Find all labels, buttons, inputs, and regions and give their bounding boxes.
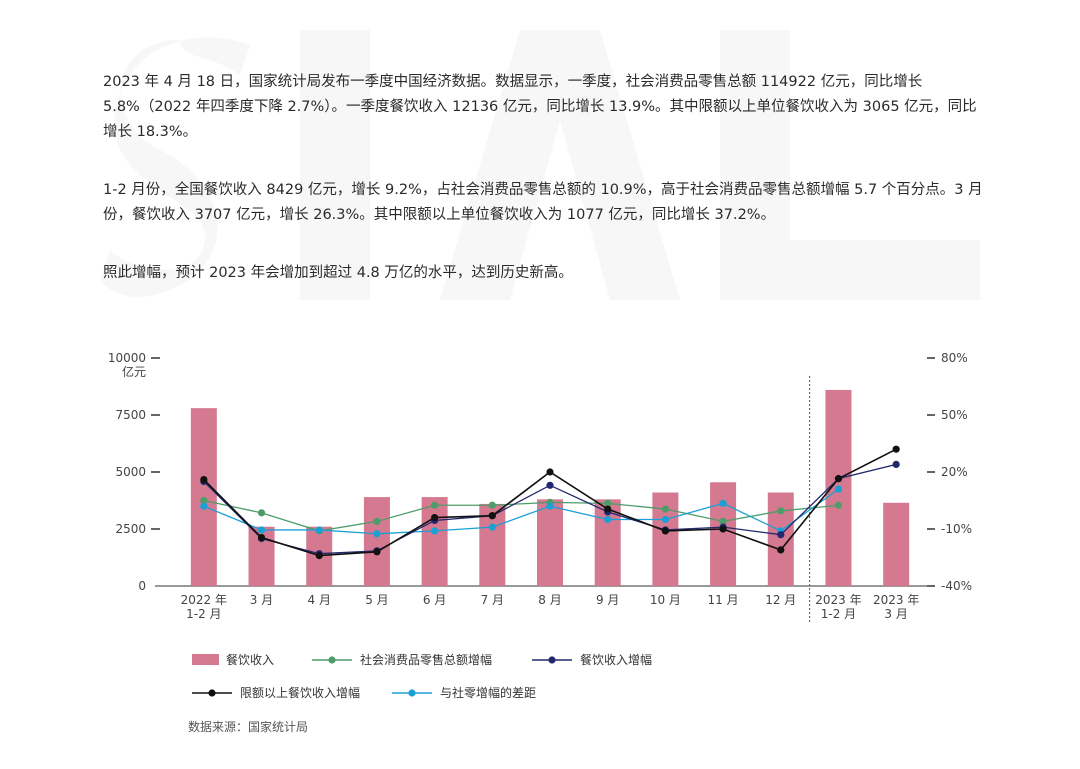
legend-marker-diff <box>408 689 416 697</box>
legend-label-bars: 餐饮收入 <box>226 652 274 667</box>
point-diff <box>488 523 496 531</box>
x-tick-label: 11 月 <box>708 593 739 607</box>
x-tick-label: 2022 年 <box>181 593 227 607</box>
paragraph-q1-summary: 2023 年 4 月 18 日，国家统计局发布一季度中国经济数据。数据显示，一季… <box>103 74 977 140</box>
point-catering-growth <box>892 460 900 468</box>
left-tick-label: 10000 <box>108 351 146 365</box>
bar-catering-revenue <box>537 499 563 586</box>
point-catering-growth <box>777 531 785 539</box>
bar-catering-revenue <box>710 482 737 586</box>
x-tick-label: 3 月 <box>250 593 273 607</box>
legend-marker-above-limit <box>208 689 216 697</box>
bar-catering-revenue <box>883 502 910 586</box>
point-above-limit <box>661 527 669 535</box>
point-above-limit <box>834 475 843 483</box>
point-retail <box>431 501 439 509</box>
point-above-limit <box>257 533 266 542</box>
point-above-limit <box>315 552 323 560</box>
x-tick-label: 3 月 <box>884 607 907 621</box>
x-tick-label: 2023 年 <box>873 593 919 607</box>
x-tick-label: 10 月 <box>650 593 681 607</box>
bar-catering-revenue <box>363 497 390 586</box>
point-above-limit <box>431 514 439 522</box>
legend-label-above-limit: 限额以上餐饮收入增幅 <box>240 685 360 700</box>
point-above-limit <box>892 445 900 453</box>
x-tick-label: 2023 年 <box>815 593 861 607</box>
point-above-limit <box>200 476 208 484</box>
point-above-limit <box>604 505 612 513</box>
point-retail <box>604 499 612 507</box>
left-tick-label: 0 <box>138 579 146 593</box>
x-tick-label: 5 月 <box>365 593 388 607</box>
x-tick-label: 7 月 <box>481 593 504 607</box>
point-retail <box>777 507 785 515</box>
point-above-limit <box>488 512 496 520</box>
point-above-limit <box>546 468 554 476</box>
left-tick-label: 2500 <box>115 522 146 536</box>
paragraph-monthly-detail: 1-2 月份，全国餐饮收入 8429 亿元，增长 9.2%，占社会消费品零售总额… <box>103 182 983 223</box>
right-tick-label: -10% <box>941 522 972 536</box>
legend-marker-catering-growth <box>548 656 556 664</box>
left-axis-unit: 亿元 <box>122 364 146 379</box>
x-tick-label: 8 月 <box>538 593 561 607</box>
point-above-limit <box>777 546 785 554</box>
chart-bars <box>190 389 910 586</box>
data-source-note: 数据来源：国家统计局 <box>188 720 309 734</box>
point-diff <box>200 502 208 510</box>
point-above-limit <box>719 525 727 533</box>
legend-label-catering-growth: 餐饮收入增幅 <box>580 652 652 667</box>
line-retail <box>203 499 839 532</box>
right-tick-label: 80% <box>941 351 968 365</box>
x-tick-label: 1-2 月 <box>186 607 221 621</box>
line-diff <box>203 488 839 535</box>
point-retail <box>373 517 381 525</box>
chart-lines <box>200 445 900 560</box>
right-tick-label: 50% <box>941 408 968 422</box>
point-retail <box>488 501 496 509</box>
point-diff <box>661 515 669 524</box>
x-tick-label: 6 月 <box>423 593 446 607</box>
point-above-limit <box>373 548 381 556</box>
left-tick-label: 7500 <box>115 408 146 422</box>
point-diff <box>719 499 727 507</box>
right-tick-label: 20% <box>941 465 968 479</box>
legend-label-retail: 社会消费品零售总额增幅 <box>360 652 492 667</box>
point-retail <box>719 517 727 525</box>
left-tick-label: 5000 <box>115 465 146 479</box>
paragraph-forecast: 照此增幅，预计 2023 年会增加到超过 4.8 万亿的水平，达到历史新高。 <box>103 265 573 281</box>
point-diff <box>257 526 266 534</box>
x-tick-label: 4 月 <box>308 593 331 607</box>
point-retail <box>834 501 843 509</box>
point-diff <box>546 502 554 510</box>
point-retail <box>257 509 266 517</box>
legend-label-diff: 与社零增幅的差距 <box>440 685 536 700</box>
x-tick-label: 12 月 <box>765 593 796 607</box>
point-diff <box>373 530 381 538</box>
point-diff <box>431 527 439 535</box>
point-retail <box>661 505 669 513</box>
point-diff <box>315 526 323 534</box>
legend-swatch-bars <box>192 654 219 665</box>
point-catering-growth <box>546 481 554 489</box>
x-tick-label: 1-2 月 <box>821 607 856 621</box>
bar-catering-revenue <box>421 497 448 586</box>
x-tick-label: 9 月 <box>596 593 619 607</box>
point-retail <box>200 496 208 505</box>
point-diff <box>604 515 612 524</box>
legend-marker-retail <box>328 656 336 664</box>
right-tick-label: -40% <box>941 579 972 593</box>
point-diff <box>834 485 843 493</box>
